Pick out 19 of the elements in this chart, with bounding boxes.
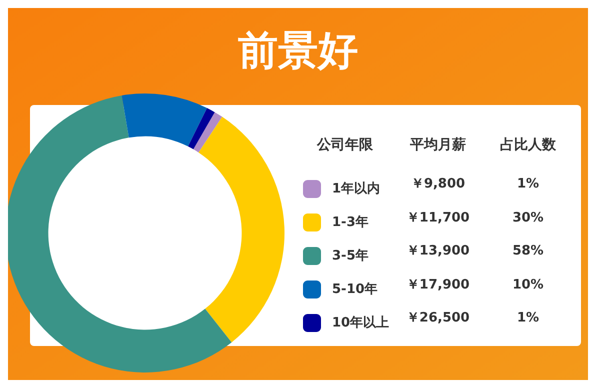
legend-label: 1-3年 xyxy=(332,215,368,230)
chart-title: 前景好 xyxy=(238,28,358,74)
data-label: 1% xyxy=(516,176,540,192)
legend-label: 10年以上 xyxy=(332,316,390,330)
data-label: 30% xyxy=(512,210,544,226)
text: ￥26,500 xyxy=(406,310,470,326)
data-label: 10% xyxy=(512,278,544,292)
legend-label: 1年以内 xyxy=(332,182,380,196)
text: 占比人数 xyxy=(500,137,557,153)
data-label: 58% xyxy=(512,244,544,258)
text: ￥9,800 xyxy=(410,176,466,192)
data-label: 1% xyxy=(516,310,540,326)
text: ￥13,900 xyxy=(406,244,470,258)
text: 平均月薪 xyxy=(409,137,466,153)
text: ￥17,900 xyxy=(406,278,470,292)
text: ￥11,700 xyxy=(406,210,470,226)
legend-label: 3-5年 xyxy=(332,248,368,264)
legend-label: 5-10年 xyxy=(332,282,378,297)
legend-title: 公司年限 xyxy=(316,137,374,153)
